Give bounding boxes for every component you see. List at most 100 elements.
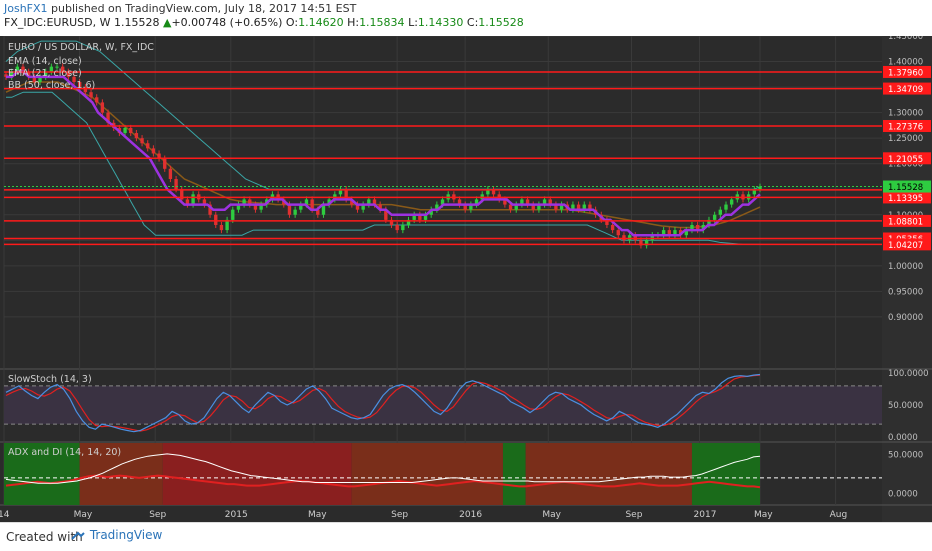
candle-body	[372, 199, 377, 205]
up-arrow-icon: ▲	[162, 16, 172, 29]
candle-body	[299, 204, 303, 210]
level-price-label: 1.27376	[888, 123, 923, 133]
candle-body	[287, 204, 292, 215]
candle-body	[463, 204, 467, 210]
indicator-legend: EMA (21, close)	[8, 68, 82, 79]
candle-body	[32, 76, 37, 82]
time-tick-label: May	[754, 510, 773, 520]
adx-tick-label: 50.0000	[888, 451, 923, 461]
candle-body	[21, 66, 25, 72]
ema-14-line	[6, 70, 761, 237]
candle-body	[712, 214, 717, 220]
candle-body	[588, 204, 592, 210]
candle-body	[253, 204, 258, 210]
open-label: O:	[285, 16, 299, 29]
candle-body	[690, 224, 694, 231]
time-tick-label: May	[74, 510, 93, 520]
candle-body	[174, 179, 178, 190]
candle-body	[66, 71, 71, 77]
price-tick-label: 1.20000	[888, 160, 923, 170]
candle-body	[146, 143, 150, 149]
adx-line	[5, 453, 761, 484]
tradingview-chart[interactable]: 1.450001.400001.350001.300001.250001.200…	[0, 36, 932, 522]
candle-body	[259, 204, 263, 210]
tradingview-brand-link[interactable]: TradingView	[70, 528, 162, 543]
candle-body	[38, 76, 42, 82]
level-price-label: 1.21055	[888, 155, 923, 165]
candle-body	[474, 199, 479, 205]
stoch-tick-label: 50.0000	[888, 401, 923, 411]
candle-body	[503, 199, 507, 205]
indicator-legend: BB (50, close, 1.6)	[8, 80, 95, 91]
candle-body	[106, 112, 110, 123]
candle-body	[100, 102, 105, 113]
candle-body	[384, 209, 388, 220]
candle-body	[350, 199, 354, 205]
candle-body	[4, 74, 8, 77]
candle-body	[168, 168, 173, 180]
time-tick-label: 2016	[459, 510, 482, 520]
candle-body	[429, 209, 433, 215]
publish-text: published on TradingView.com, July 18, 2…	[47, 2, 357, 15]
candle-body	[486, 189, 490, 195]
adx-zone-background	[502, 443, 526, 505]
candle-body	[644, 240, 649, 246]
candle-body	[542, 199, 547, 205]
candle-body	[395, 224, 399, 231]
candle-body	[684, 230, 688, 236]
stoch-d-line	[5, 374, 761, 432]
candle-body	[661, 230, 666, 236]
candle-body	[157, 153, 161, 159]
candle-body	[15, 66, 20, 72]
author-link[interactable]: JoshFX1	[4, 2, 48, 15]
candle-body	[321, 204, 326, 215]
candle-body	[140, 138, 144, 144]
candle-body	[559, 204, 564, 210]
price-tick-label: 0.95000	[888, 287, 923, 297]
adx-zone-background	[351, 443, 503, 505]
stoch-title: SlowStoch (14, 3)	[8, 374, 92, 385]
candle-body	[95, 97, 99, 103]
stoch-k-line	[5, 373, 761, 433]
candle-body	[310, 199, 314, 210]
adx-zone-background	[525, 443, 692, 505]
low-value: 1.14330	[417, 16, 464, 29]
candle-body	[123, 127, 127, 134]
publish-info: JoshFX1 published on TradingView.com, Ju…	[4, 2, 356, 15]
candle-body	[355, 204, 360, 210]
candle-body	[440, 199, 445, 205]
candle-body	[151, 148, 156, 154]
candle-body	[457, 199, 462, 205]
candle-body	[576, 204, 581, 210]
current-price-tag	[883, 180, 931, 193]
price-tick-label: 0.90000	[888, 313, 923, 323]
level-price-tag	[883, 120, 931, 133]
candle-body	[304, 199, 309, 205]
high-label: H:	[347, 16, 360, 29]
candle-body	[610, 224, 615, 231]
price-tick-label: 1.40000	[888, 58, 923, 68]
price-axis-panel	[882, 36, 932, 522]
time-tick-label: 2015	[225, 510, 248, 520]
candle-body	[214, 214, 218, 225]
level-price-label: 1.04207	[888, 241, 923, 251]
candle-body	[72, 76, 76, 82]
candle-body	[89, 92, 93, 98]
candle-body	[338, 189, 343, 195]
candle-body	[729, 199, 734, 205]
candle-body	[673, 230, 677, 236]
level-price-tag	[883, 238, 931, 251]
candle-body	[508, 204, 513, 210]
adx-tick-label: 0.0000	[888, 489, 918, 499]
candle-body	[695, 224, 700, 231]
low-label: L:	[408, 16, 418, 29]
candle-body	[531, 204, 535, 210]
candle-body	[191, 194, 195, 205]
time-tick-label: Aug	[830, 510, 848, 520]
candle-body	[316, 209, 320, 215]
open-value: 1.14620	[298, 16, 344, 29]
candle-body	[571, 204, 575, 210]
candle-body	[401, 224, 405, 231]
candle-body	[134, 133, 139, 139]
close-label: C:	[466, 16, 479, 29]
